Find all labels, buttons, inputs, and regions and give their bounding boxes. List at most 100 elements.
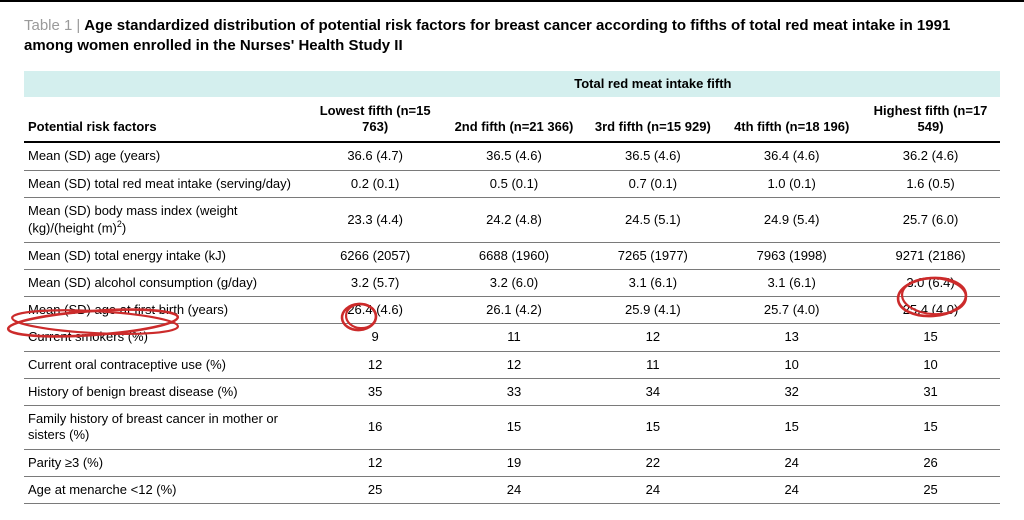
table-row: Mean (SD) alcohol consumption (g/day)3.2… (24, 269, 1000, 296)
row-label: Mean (SD) age at first birth (years) (24, 297, 306, 324)
cell: 9 (306, 324, 445, 351)
cell: 11 (583, 351, 722, 378)
cell: 25.9 (4.1) (583, 297, 722, 324)
cell: 9271 (2186) (861, 242, 1000, 269)
row-label: Family history of breast cancer in mothe… (24, 406, 306, 450)
cell: 33 (445, 378, 584, 405)
table-spanner-row: Total red meat intake fifth (24, 71, 1000, 97)
cell: 13 (722, 324, 861, 351)
cell: 26 (861, 449, 1000, 476)
cell: 36.5 (4.6) (583, 142, 722, 170)
row-label: Mean (SD) body mass index (weight (kg)/(… (24, 197, 306, 242)
cell: 1.0 (0.1) (722, 170, 861, 197)
cell: 25.4 (4.0) (861, 297, 1000, 324)
row-label: Mean (SD) total red meat intake (serving… (24, 170, 306, 197)
cell: 15 (722, 406, 861, 450)
caption-bar: | (76, 17, 80, 34)
cell: 0.5 (0.1) (445, 170, 584, 197)
col-2nd-fifth: 2nd fifth (n=21 366) (445, 97, 584, 143)
cell: 0.2 (0.1) (306, 170, 445, 197)
table-title: Age standardized distribution of potenti… (24, 17, 950, 54)
cell: 22 (583, 449, 722, 476)
cell: 15 (445, 406, 584, 450)
cell: 26.1 (4.2) (445, 297, 584, 324)
row-label: Current oral contraceptive use (%) (24, 351, 306, 378)
spanner-stub (24, 71, 306, 97)
row-label: Mean (SD) age (years) (24, 142, 306, 170)
cell: 15 (583, 406, 722, 450)
table-row: Current smokers (%)911121315 (24, 324, 1000, 351)
table-row: Parity ≥3 (%)1219222426 (24, 449, 1000, 476)
cell: 1.6 (0.5) (861, 170, 1000, 197)
cell: 34 (583, 378, 722, 405)
cell: 25 (861, 476, 1000, 503)
table-body: Mean (SD) age (years)36.6 (4.7)36.5 (4.6… (24, 142, 1000, 503)
cell: 7963 (1998) (722, 242, 861, 269)
table-caption: Table 1|Age standardized distribution of… (24, 16, 1000, 57)
cell: 23.3 (4.4) (306, 197, 445, 242)
cell: 12 (306, 449, 445, 476)
row-label: Current smokers (%) (24, 324, 306, 351)
table-row: Current oral contraceptive use (%)121211… (24, 351, 1000, 378)
cell: 3.1 (6.1) (722, 269, 861, 296)
cell: 16 (306, 406, 445, 450)
cell: 12 (583, 324, 722, 351)
cell: 7265 (1977) (583, 242, 722, 269)
cell: 24.2 (4.8) (445, 197, 584, 242)
col-4th-fifth: 4th fifth (n=18 196) (722, 97, 861, 143)
cell: 12 (445, 351, 584, 378)
cell: 36.2 (4.6) (861, 142, 1000, 170)
table-row: Mean (SD) age (years)36.6 (4.7)36.5 (4.6… (24, 142, 1000, 170)
cell: 24 (722, 449, 861, 476)
cell: 32 (722, 378, 861, 405)
cell: 10 (722, 351, 861, 378)
cell: 36.4 (4.6) (722, 142, 861, 170)
table-row: Family history of breast cancer in mothe… (24, 406, 1000, 450)
cell: 10 (861, 351, 1000, 378)
table-label: Table 1 (24, 17, 72, 34)
cell: 24 (445, 476, 584, 503)
cell: 15 (861, 406, 1000, 450)
cell: 26.4 (4.6) (306, 297, 445, 324)
col-lowest-fifth: Lowest fifth (n=15 763) (306, 97, 445, 143)
cell: 3.2 (6.0) (445, 269, 584, 296)
cell: 11 (445, 324, 584, 351)
cell: 3.1 (6.1) (583, 269, 722, 296)
table-column-headers: Potential risk factors Lowest fifth (n=1… (24, 97, 1000, 143)
spanner-title: Total red meat intake fifth (306, 71, 1000, 97)
cell: 24.9 (5.4) (722, 197, 861, 242)
cell: 0.7 (0.1) (583, 170, 722, 197)
cell: 35 (306, 378, 445, 405)
col-3rd-fifth: 3rd fifth (n=15 929) (583, 97, 722, 143)
cell: 25.7 (6.0) (861, 197, 1000, 242)
cell: 25 (306, 476, 445, 503)
page: Table 1|Age standardized distribution of… (0, 0, 1024, 514)
table-row: Age at menarche <12 (%)2524242425 (24, 476, 1000, 503)
table-row: Mean (SD) total red meat intake (serving… (24, 170, 1000, 197)
table-row: Mean (SD) total energy intake (kJ)6266 (… (24, 242, 1000, 269)
table-row: Mean (SD) age at first birth (years)26.4… (24, 297, 1000, 324)
row-label: Mean (SD) total energy intake (kJ) (24, 242, 306, 269)
table-row: History of benign breast disease (%)3533… (24, 378, 1000, 405)
cell: 24 (583, 476, 722, 503)
table-row: Mean (SD) body mass index (weight (kg)/(… (24, 197, 1000, 242)
row-label: Age at menarche <12 (%) (24, 476, 306, 503)
row-label: Parity ≥3 (%) (24, 449, 306, 476)
cell: 24.5 (5.1) (583, 197, 722, 242)
cell: 31 (861, 378, 1000, 405)
cell: 6266 (2057) (306, 242, 445, 269)
cell: 36.5 (4.6) (445, 142, 584, 170)
row-label: Mean (SD) alcohol consumption (g/day) (24, 269, 306, 296)
risk-factor-table: Total red meat intake fifth Potential ri… (24, 71, 1000, 505)
col-highest-fifth: Highest fifth (n=17 549) (861, 97, 1000, 143)
row-label: History of benign breast disease (%) (24, 378, 306, 405)
cell: 19 (445, 449, 584, 476)
stub-header: Potential risk factors (24, 97, 306, 143)
cell: 25.7 (4.0) (722, 297, 861, 324)
cell: 15 (861, 324, 1000, 351)
cell: 24 (722, 476, 861, 503)
cell: 12 (306, 351, 445, 378)
cell: 6688 (1960) (445, 242, 584, 269)
cell: 36.6 (4.7) (306, 142, 445, 170)
cell: 3.2 (5.7) (306, 269, 445, 296)
